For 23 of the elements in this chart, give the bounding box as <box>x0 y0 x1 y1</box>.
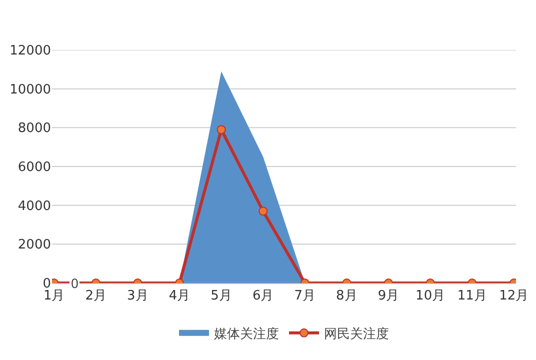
y-tick-label: 4000 <box>18 198 51 214</box>
x-tick-label: 3月 <box>127 288 148 304</box>
x-tick-label: 6月 <box>252 288 274 304</box>
x-tick-label: 11月 <box>457 288 487 304</box>
x-tick-label: 10月 <box>416 288 446 304</box>
annotation: 0 <box>71 274 78 292</box>
y-tick-label: 6000 <box>18 160 51 176</box>
x-tick-label: 9月 <box>378 288 400 304</box>
x-tick-label: 7月 <box>294 288 316 304</box>
y-tick-label: 8000 <box>18 121 51 136</box>
y-tick-label: 10000 <box>10 82 51 98</box>
legend-label: 媒体关注度 <box>214 326 279 342</box>
x-tick-label: 5月 <box>210 288 232 304</box>
legend-label: 网民关注度 <box>324 326 389 342</box>
point <box>258 206 268 216</box>
x-tick-label: 12月 <box>499 288 529 304</box>
x-tick-label: 1月 <box>43 288 65 304</box>
y-tick-label: 12000 <box>10 44 51 59</box>
x-tick-label: 4月 <box>168 288 190 304</box>
point <box>216 125 226 134</box>
x-tick-label: 8月 <box>336 288 358 304</box>
y-tick-label: 2000 <box>18 238 51 253</box>
x-tick-label: 2月 <box>85 288 107 304</box>
